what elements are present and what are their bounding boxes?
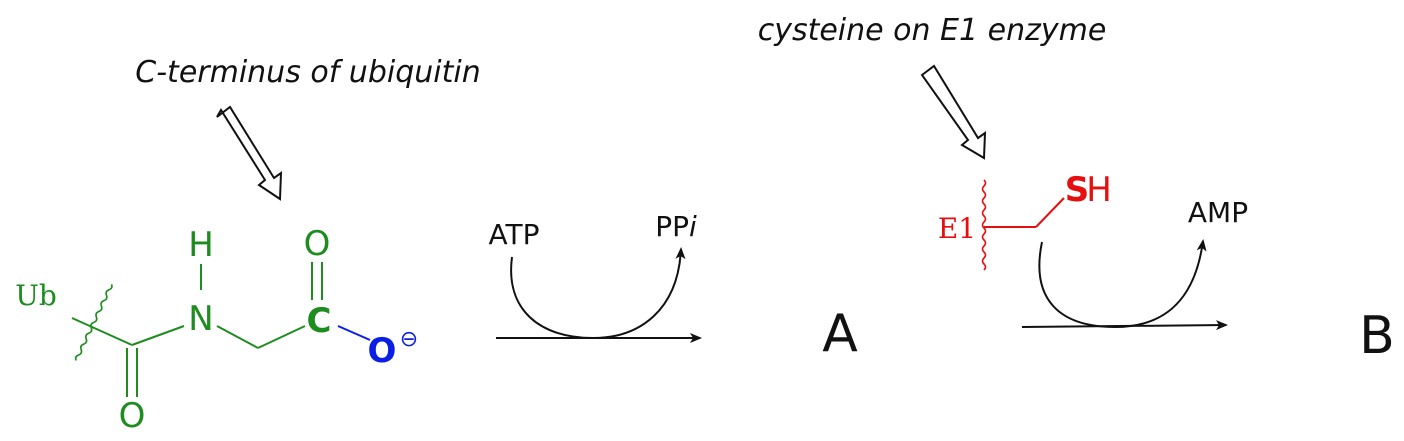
product-a: A [822,304,858,364]
pointer-arrow-cysteine [920,64,987,160]
ubiquitin-structure: Ub H N O C O ⊖ O [15,224,418,436]
atom-h: H [188,225,214,265]
atom-h-thiol: H [1086,170,1112,210]
product-amp: AMP [1188,196,1248,229]
caption-cysteine: cysteine on E1 enzyme [758,13,1107,48]
reaction-arrow-2: AMP [1021,196,1248,331]
ub-wavy-bond [74,284,113,361]
product-b: B [1359,306,1395,366]
reaction-arrow-1: ATP PPi [489,210,702,343]
atom-o-carbonyl: O [304,224,331,264]
negative-charge: ⊖ [400,327,418,352]
e1-cysteine-structure: E1 S H [938,170,1112,271]
atom-n: N [188,299,213,339]
pointer-arrow-ubiquitin [216,105,283,201]
e1-label: E1 [938,212,976,245]
reactant-atp: ATP [489,218,540,251]
product-ppi: PPi [655,210,697,243]
atom-o-amide: O [119,396,146,436]
ub-label: Ub [15,279,57,312]
e1-wavy-bond [981,179,987,271]
atom-o-carboxylate: O [368,331,397,371]
atom-c: C [307,301,332,341]
atom-s: S [1065,170,1090,210]
caption-ubiquitin: C-terminus of ubiquitin [135,55,480,90]
